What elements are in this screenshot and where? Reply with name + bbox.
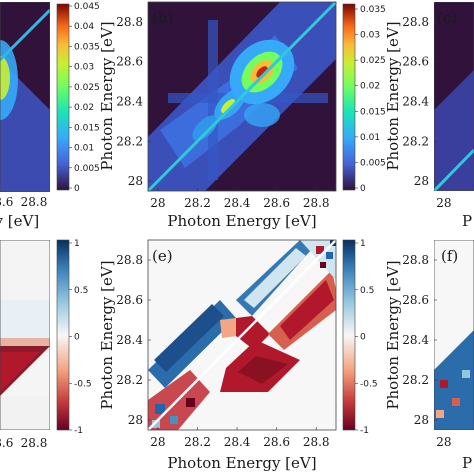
- colorbar-tick-label: 0.01: [74, 144, 94, 154]
- x-tick-label: 28.6: [0, 195, 13, 209]
- colorbar-tick-label: 0: [360, 333, 366, 343]
- heatmap-a: [0, 2, 50, 192]
- heatmap-c: [434, 2, 474, 191]
- panel-f: (f) 28 28.2 28.4 28.6 28.8 28 P Photon Energy…: [384, 240, 474, 472]
- x-tick-label: 28.4: [224, 435, 251, 449]
- colorbar-tick-label: 0.035: [74, 42, 100, 52]
- colorbar-tick-label: 0.03: [74, 63, 94, 73]
- colorbar-tick-label: 0: [74, 184, 80, 194]
- colorbar-tick-label: 0.04: [74, 22, 94, 32]
- y-axis-label: Photon Energy [eV]: [384, 21, 402, 170]
- colorbar-tick-label: 0.01: [360, 133, 380, 143]
- y-tick-label: 28.6: [402, 293, 429, 307]
- panel-label-e: (e): [152, 247, 173, 265]
- colorbar-tick-label: 0.02: [360, 82, 380, 92]
- colorbar-tick-label: 0.035: [360, 5, 386, 15]
- x-axis-label: P: [462, 454, 472, 472]
- y-axis-label: Photon Energy [eV]: [98, 21, 116, 170]
- panel-d: 1 0.5 0 -0.5 -1 28.6 28.8: [0, 239, 92, 450]
- heatmap-d: [0, 240, 50, 430]
- x-tick-label: 28: [436, 196, 451, 210]
- y-tick-label: 28.6: [116, 55, 143, 69]
- y-tick-label: 28.4: [402, 94, 429, 108]
- colorbar-tick-label: 1: [360, 239, 366, 249]
- y-tick-label: 28.6: [402, 55, 429, 69]
- colorbar-tick-label: 0.005: [360, 158, 386, 168]
- x-tick-label: 28: [150, 196, 165, 210]
- colorbar-tick-label: 0.025: [360, 56, 386, 66]
- y-tick-label: 28.8: [402, 15, 429, 29]
- y-tick-label: 28.4: [116, 333, 143, 347]
- y-tick-label: 28: [414, 413, 429, 427]
- x-axis-label: Photon Energy [eV]: [167, 212, 316, 230]
- y-tick-label: 28: [414, 174, 429, 188]
- x-tick-label: 28: [436, 435, 451, 449]
- x-axis-label: P: [462, 212, 472, 230]
- x-tick-label: 28.8: [21, 436, 48, 450]
- colorbar-tick-label: 0.5: [74, 286, 88, 296]
- x-tick-label: 28.4: [224, 196, 251, 210]
- panel-e: 28 28.2 28.4 28.6 28.8 28 28.2 28.4 28.6 28.8 (e)…: [98, 239, 378, 472]
- y-tick-label: 28.8: [116, 253, 143, 267]
- y-tick-label: 28.2: [116, 373, 143, 387]
- heatmap-e: 28 28.2 28.4 28.6 28.8 28 28.2 28.4 28.6 28.8: [116, 239, 337, 449]
- panel-c: (c) 28 28.2 28.4 28.6 28.8 28 P Photon Energy…: [384, 2, 474, 230]
- colorbar-tick-label: 0.045: [74, 2, 100, 12]
- colorbar-tick-label: 0.015: [360, 107, 386, 117]
- colorbar-a: 0 0.005 0.01 0.015 0.02 0.025 0.03 0.035 0.04 0.0…: [56, 2, 100, 194]
- x-axis-label: Photon Energy [eV]: [0, 212, 39, 230]
- colorbar-tick-label: 0.03: [360, 31, 380, 41]
- y-tick-label: 28.4: [402, 333, 429, 347]
- panel-b: 28 28.2 28.4 28.6 28.8 28 28.2 28.4 28.6 28.8 (b)…: [98, 0, 386, 230]
- y-tick-label: 28: [128, 174, 143, 188]
- colorbar-tick-label: -1: [74, 426, 83, 436]
- colorbar-d: 1 0.5 0 -0.5 -1: [56, 239, 92, 436]
- y-axis-label: Photon Energy [eV]: [384, 260, 402, 409]
- colorbar-tick-label: -0.5: [360, 379, 378, 389]
- panel-label-f: (f): [441, 247, 458, 265]
- colorbar-tick-label: 0: [74, 333, 80, 343]
- colorbar-tick-label: -1: [360, 426, 369, 436]
- colorbar-tick-label: 0.015: [74, 123, 100, 133]
- y-tick-label: 28.6: [116, 293, 143, 307]
- x-tick-label: 28.8: [303, 196, 330, 210]
- colorbar-tick-label: 1: [74, 239, 80, 249]
- heatmap-b: 28 28.2 28.4 28.6 28.8 28 28.2 28.4 28.6 28.8: [116, 0, 338, 210]
- heatmap-f: [434, 240, 474, 430]
- panel-a: 0 0.005 0.01 0.015 0.02 0.025 0.03 0.035 0.04 0.0…: [0, 2, 100, 230]
- colorbar-tick-label: 0.5: [360, 286, 374, 296]
- x-tick-label: 28.8: [303, 435, 330, 449]
- y-tick-label: 28.2: [402, 134, 429, 148]
- y-tick-label: 28: [128, 413, 143, 427]
- colorbar-tick-label: 0: [360, 184, 366, 194]
- colorbar-e: 1 0.5 0 -0.5 -1: [342, 239, 378, 436]
- x-tick-label: 28.6: [263, 196, 290, 210]
- y-axis-label: Photon Energy [eV]: [98, 260, 116, 409]
- x-tick-label: 28.6: [263, 435, 290, 449]
- x-tick-label: 28.8: [21, 195, 48, 209]
- x-tick-label: 28.2: [184, 435, 211, 449]
- colorbar-tick-label: 0.02: [74, 103, 94, 113]
- y-tick-label: 28.8: [402, 253, 429, 267]
- colorbar-tick-label: 0.005: [74, 164, 100, 174]
- x-axis-label: Photon Energy [eV]: [167, 454, 316, 472]
- colorbar-tick-label: 0.025: [74, 83, 100, 93]
- y-tick-label: 28.8: [116, 15, 143, 29]
- panel-label-c: (c): [437, 9, 457, 27]
- x-tick-label: 28.6: [0, 436, 13, 450]
- colorbar-b: 0 0.005 0.01 0.015 0.02 0.025 0.03 0.035: [342, 3, 386, 194]
- y-tick-label: 28.2: [116, 134, 143, 148]
- y-tick-label: 28.4: [116, 94, 143, 108]
- colorbar-tick-label: -0.5: [74, 379, 92, 389]
- x-tick-label: 28.2: [184, 196, 211, 210]
- panel-label-b: (b): [152, 9, 173, 27]
- x-tick-label: 28: [150, 435, 165, 449]
- y-tick-label: 28.2: [402, 373, 429, 387]
